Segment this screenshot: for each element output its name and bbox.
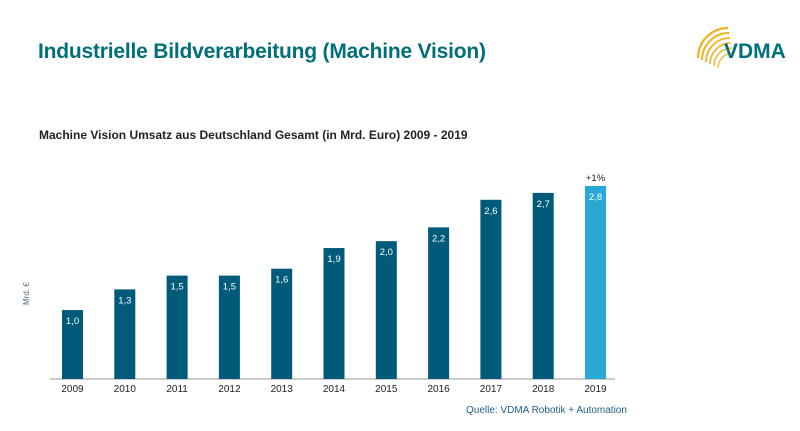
bar-value-label: 1,0: [66, 316, 79, 327]
x-tick-label: 2012: [218, 384, 241, 395]
bar-value-label: 2,8: [589, 192, 602, 203]
bar-value-label: 1,9: [327, 254, 340, 265]
x-tick-label: 2018: [532, 384, 555, 395]
x-tick-label: 2017: [480, 384, 503, 395]
x-tick-label: 2010: [114, 384, 137, 395]
bar-2013: [271, 268, 293, 379]
bar-value-label: 2,0: [380, 247, 393, 258]
vdma-logo-text: VDMA: [724, 40, 786, 63]
bar-2018: [532, 192, 554, 379]
source-note: Quelle: VDMA Robotik + Automation: [466, 405, 627, 416]
bar-2009: [62, 310, 83, 379]
bar-2014: [323, 248, 345, 379]
x-tick-label: 2009: [61, 384, 84, 395]
bar-value-label: 2,6: [484, 206, 497, 217]
bar-value-label: 1,5: [170, 282, 183, 293]
x-tick-label: 2014: [323, 384, 346, 395]
x-tick-label: 2011: [166, 384, 188, 395]
x-tick-label: 2019: [584, 384, 607, 395]
bar-value-label: 2,7: [537, 199, 550, 210]
bar-2015: [375, 241, 397, 379]
bar-value-label: 1,5: [223, 282, 236, 293]
x-tick-label: 2015: [375, 384, 398, 395]
x-tick-label: 2016: [427, 384, 450, 395]
bar-2019: [585, 186, 606, 379]
growth-annotation: +1%: [586, 173, 606, 184]
chart-title: Machine Vision Umsatz aus Deutschland Ge…: [39, 128, 468, 142]
bar-2010: [114, 289, 136, 379]
bar-value-label: 1,6: [275, 275, 288, 286]
bar-2016: [428, 227, 450, 379]
page-title: Industrielle Bildverarbeitung (Machine V…: [38, 40, 486, 63]
vdma-logo-arcs-icon: [696, 26, 734, 69]
bar-2017: [480, 199, 502, 379]
bar-value-label: 1,3: [118, 295, 131, 306]
x-tick-label: 2013: [271, 384, 294, 395]
bar-2011: [166, 275, 188, 379]
bar-value-label: 2,2: [432, 233, 445, 244]
bar-2012: [218, 275, 240, 379]
